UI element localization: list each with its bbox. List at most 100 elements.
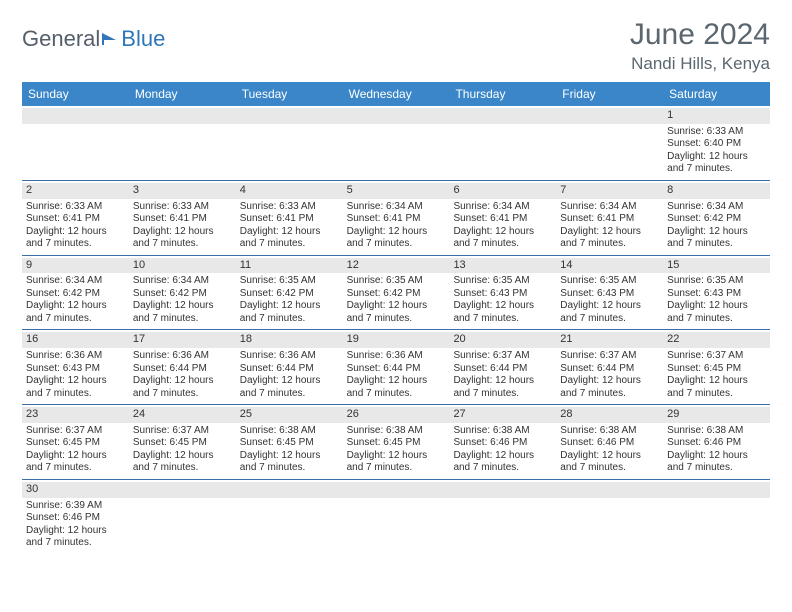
day-number: 29: [663, 407, 770, 423]
day-cell: 24Sunrise: 6:37 AMSunset: 6:45 PMDayligh…: [129, 405, 236, 479]
day-cell: 16Sunrise: 6:36 AMSunset: 6:43 PMDayligh…: [22, 330, 129, 404]
calendar-week: 2Sunrise: 6:33 AMSunset: 6:41 PMDaylight…: [22, 181, 770, 256]
sunset-text: Sunset: 6:43 PM: [560, 288, 659, 301]
sunset-text: Sunset: 6:41 PM: [347, 213, 446, 226]
day-number: [236, 482, 343, 498]
sunrise-text: Sunrise: 6:39 AM: [26, 500, 125, 513]
day-cell: 10Sunrise: 6:34 AMSunset: 6:42 PMDayligh…: [129, 256, 236, 330]
sunset-text: Sunset: 6:44 PM: [133, 363, 232, 376]
day-cell: [343, 106, 450, 180]
day-number: 8: [663, 183, 770, 199]
day-cell: 14Sunrise: 6:35 AMSunset: 6:43 PMDayligh…: [556, 256, 663, 330]
day-cell: 25Sunrise: 6:38 AMSunset: 6:45 PMDayligh…: [236, 405, 343, 479]
sunrise-text: Sunrise: 6:37 AM: [453, 350, 552, 363]
day-cell: [556, 106, 663, 180]
day-cell: 7Sunrise: 6:34 AMSunset: 6:41 PMDaylight…: [556, 181, 663, 255]
day-number: 5: [343, 183, 450, 199]
day-number: [129, 482, 236, 498]
sunrise-text: Sunrise: 6:38 AM: [240, 425, 339, 438]
day-number: 15: [663, 258, 770, 274]
daylight-text: Daylight: 12 hours and 7 minutes.: [667, 226, 766, 251]
day-cell: 18Sunrise: 6:36 AMSunset: 6:44 PMDayligh…: [236, 330, 343, 404]
day-cell: 15Sunrise: 6:35 AMSunset: 6:43 PMDayligh…: [663, 256, 770, 330]
day-number: 27: [449, 407, 556, 423]
day-number: 20: [449, 332, 556, 348]
sunset-text: Sunset: 6:45 PM: [347, 437, 446, 450]
sunset-text: Sunset: 6:41 PM: [560, 213, 659, 226]
sunset-text: Sunset: 6:42 PM: [26, 288, 125, 301]
weekday-label: Thursday: [449, 82, 556, 106]
day-number: 11: [236, 258, 343, 274]
day-number: 2: [22, 183, 129, 199]
day-number: 14: [556, 258, 663, 274]
daylight-text: Daylight: 12 hours and 7 minutes.: [26, 375, 125, 400]
sunrise-text: Sunrise: 6:38 AM: [667, 425, 766, 438]
calendar-week: 23Sunrise: 6:37 AMSunset: 6:45 PMDayligh…: [22, 405, 770, 480]
day-number: 26: [343, 407, 450, 423]
day-cell: 28Sunrise: 6:38 AMSunset: 6:46 PMDayligh…: [556, 405, 663, 479]
sunrise-text: Sunrise: 6:37 AM: [26, 425, 125, 438]
daylight-text: Daylight: 12 hours and 7 minutes.: [26, 300, 125, 325]
day-cell: [129, 480, 236, 554]
day-cell: 1Sunrise: 6:33 AMSunset: 6:40 PMDaylight…: [663, 106, 770, 180]
sunrise-text: Sunrise: 6:35 AM: [347, 275, 446, 288]
weekday-label: Tuesday: [236, 82, 343, 106]
day-cell: 22Sunrise: 6:37 AMSunset: 6:45 PMDayligh…: [663, 330, 770, 404]
sunrise-text: Sunrise: 6:33 AM: [667, 126, 766, 139]
day-number: 10: [129, 258, 236, 274]
daylight-text: Daylight: 12 hours and 7 minutes.: [240, 375, 339, 400]
header: General Blue June 2024 Nandi Hills, Keny…: [22, 18, 770, 74]
day-number: [343, 482, 450, 498]
day-cell: 23Sunrise: 6:37 AMSunset: 6:45 PMDayligh…: [22, 405, 129, 479]
daylight-text: Daylight: 12 hours and 7 minutes.: [26, 226, 125, 251]
day-cell: 11Sunrise: 6:35 AMSunset: 6:42 PMDayligh…: [236, 256, 343, 330]
sunset-text: Sunset: 6:45 PM: [133, 437, 232, 450]
day-cell: [449, 480, 556, 554]
day-number: [129, 108, 236, 124]
sunset-text: Sunset: 6:41 PM: [133, 213, 232, 226]
day-number: 17: [129, 332, 236, 348]
daylight-text: Daylight: 12 hours and 7 minutes.: [133, 226, 232, 251]
daylight-text: Daylight: 12 hours and 7 minutes.: [560, 375, 659, 400]
calendar-week: 9Sunrise: 6:34 AMSunset: 6:42 PMDaylight…: [22, 256, 770, 331]
day-cell: [663, 480, 770, 554]
sunset-text: Sunset: 6:45 PM: [667, 363, 766, 376]
day-cell: 9Sunrise: 6:34 AMSunset: 6:42 PMDaylight…: [22, 256, 129, 330]
sunset-text: Sunset: 6:45 PM: [240, 437, 339, 450]
sunrise-text: Sunrise: 6:34 AM: [453, 201, 552, 214]
daylight-text: Daylight: 12 hours and 7 minutes.: [560, 450, 659, 475]
sunrise-text: Sunrise: 6:33 AM: [240, 201, 339, 214]
sunrise-text: Sunrise: 6:36 AM: [133, 350, 232, 363]
day-cell: [236, 480, 343, 554]
day-cell: 20Sunrise: 6:37 AMSunset: 6:44 PMDayligh…: [449, 330, 556, 404]
daylight-text: Daylight: 12 hours and 7 minutes.: [26, 525, 125, 550]
sunset-text: Sunset: 6:41 PM: [26, 213, 125, 226]
daylight-text: Daylight: 12 hours and 7 minutes.: [667, 375, 766, 400]
daylight-text: Daylight: 12 hours and 7 minutes.: [453, 375, 552, 400]
day-cell: 8Sunrise: 6:34 AMSunset: 6:42 PMDaylight…: [663, 181, 770, 255]
sunset-text: Sunset: 6:46 PM: [453, 437, 552, 450]
daylight-text: Daylight: 12 hours and 7 minutes.: [560, 226, 659, 251]
day-number: [556, 108, 663, 124]
sunrise-text: Sunrise: 6:33 AM: [26, 201, 125, 214]
day-number: 9: [22, 258, 129, 274]
sunrise-text: Sunrise: 6:35 AM: [240, 275, 339, 288]
day-cell: 17Sunrise: 6:36 AMSunset: 6:44 PMDayligh…: [129, 330, 236, 404]
day-cell: [449, 106, 556, 180]
sunrise-text: Sunrise: 6:35 AM: [453, 275, 552, 288]
sunset-text: Sunset: 6:46 PM: [560, 437, 659, 450]
day-cell: [22, 106, 129, 180]
daylight-text: Daylight: 12 hours and 7 minutes.: [453, 450, 552, 475]
day-cell: 12Sunrise: 6:35 AMSunset: 6:42 PMDayligh…: [343, 256, 450, 330]
sunrise-text: Sunrise: 6:35 AM: [560, 275, 659, 288]
sunset-text: Sunset: 6:44 PM: [347, 363, 446, 376]
calendar-grid: Sunday Monday Tuesday Wednesday Thursday…: [22, 82, 770, 554]
sunset-text: Sunset: 6:44 PM: [560, 363, 659, 376]
sunrise-text: Sunrise: 6:37 AM: [560, 350, 659, 363]
day-number: 19: [343, 332, 450, 348]
day-number: 13: [449, 258, 556, 274]
weekday-label: Wednesday: [343, 82, 450, 106]
day-number: [22, 108, 129, 124]
day-cell: [556, 480, 663, 554]
sunset-text: Sunset: 6:43 PM: [667, 288, 766, 301]
